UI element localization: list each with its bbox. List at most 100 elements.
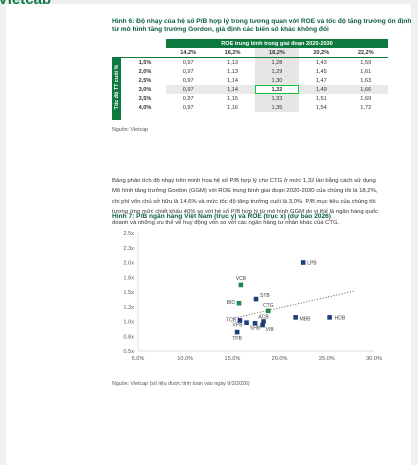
x-tick-label: 15.0% [224,356,240,362]
roe-column-header: 20,2% [299,48,344,58]
data-label-ctg: CTG [263,303,274,309]
x-tick-label: 20.0% [272,356,288,362]
data-label-vcb: VCB [236,276,247,282]
data-point-mbb [293,315,298,320]
figure6-title-line1: Hình 6: Độ nhạy của hệ số P/B hợp lý tro… [112,18,412,25]
data-label-hdb: HDB [335,315,346,321]
data-point-tpb [234,329,240,335]
pb-value-cell: 0,97 [166,85,211,94]
table-row: 3,5% 0,97 1,15 1,33 1,51 1,69 [112,94,388,103]
pb-value-cell: 1,13 [227,59,238,66]
pb-value-cell: 1,16 [227,104,238,111]
data-label-tpb: TPB [232,336,242,342]
data-label-bid: BID [227,300,236,306]
pb-value-cell: 1,29 [254,67,300,76]
pb-value-cell: 1,28 [254,57,300,67]
pb-value-cell: 1,51 [315,95,327,102]
pb-value-cell: 1,30 [254,76,300,85]
table-row: 1,5% 0,97 1,13 1,28 1,43 1,59 [112,57,388,67]
data-point-vcb [238,282,244,288]
table-row: 2,0% 0,97 1,13 1,29 1,45 1,61 [112,67,388,76]
paragraph-line: Bảng phân tích độ nhạy trên minh họa hệ … [112,178,376,184]
pb-value-cell: 1,47 [315,77,327,84]
sensitivity-table: ROE trung bình trong giai đoạn 2020-2030… [112,39,388,112]
row-axis-label-bar: Tốc độ TT cuối % [112,57,121,120]
pb-value-cell: 0,97 [182,77,194,84]
pb-value-cell: 1,66 [343,85,388,94]
pb-value-cell: 0,97 [182,59,194,66]
roe-column-header: 22,2% [343,48,388,58]
x-tick-label: 10.0% [177,356,193,362]
data-label-vib: VIB [266,327,275,333]
y-tick-label: 0.5x [123,349,134,355]
pb-value-cell: 0,97 [182,68,194,75]
pb-value-cell: 1,15 [227,95,238,102]
x-tick-label: 30.0% [366,356,382,362]
figure6-source: Nguồn: Vietcap [112,127,149,133]
paragraph-line: doanh và những ưu thế về huy động vốn so… [112,219,340,226]
pb-value-cell: 1,61 [360,68,372,75]
data-label-stb: STB [260,293,270,299]
y-tick-label: 0.8x [123,334,134,340]
growth-rate-label: 1,5% [138,59,152,66]
data-label-vpb: VPB [233,323,244,329]
data-point-vib [260,322,265,328]
data-point-ctg [265,308,271,314]
x-tick-label: 5.0% [132,356,145,362]
roe-header: ROE trung bình trong giai đoạn 2020-2030 [166,39,388,48]
y-tick-label: 2.0x [123,261,134,267]
row-axis-label: Tốc độ TT cuối % [114,64,120,110]
table-row: 3,0% 0,97 1,14 1,32 1,49 1,66 [112,85,388,94]
pb-value-cell: 1,14 [227,77,238,84]
figure7-title: Hình 7: P/B ngân hàng Việt Nam (trục y) … [112,213,331,220]
roe-column-header: 16,2% [210,48,255,58]
data-point-lpb [300,260,306,265]
pb-value-cell: 0,97 [182,95,194,102]
pb-value-cell: 1,43 [315,59,327,66]
body-paragraph: Bảng phân tích độ nhạy trên minh họa hệ … [112,176,400,228]
pb-value-cell: 1,54 [315,104,327,111]
data-point-hdb [327,315,332,320]
pb-value-cell: 1,49 [299,85,344,94]
data-label-lpb: LPB [307,261,317,267]
pb-value-cell: 1,72 [360,104,372,111]
pb-value-cell: 1,63 [360,77,372,84]
data-point-tcb [237,318,243,323]
table-row: 4,0% 0,97 1,16 1,35 1,54 1,72 [112,103,388,112]
pb-value-cell: 0,97 [182,104,194,111]
growth-rate-label: 4,0% [138,104,152,111]
pb-value-cell: 1,14 [210,85,255,94]
table-row: 2,5% 0,97 1,14 1,30 1,47 1,63 [112,76,388,85]
y-tick-label: 2.5x [123,231,134,237]
paragraph-line: tương ứng mức chiết khấu 40% so với hệ s… [112,209,379,216]
y-tick-label: 2.3x [123,246,134,252]
data-label-mbb: MBB [300,316,312,322]
pb-value-cell: 1,69 [360,95,372,102]
y-tick-label: 1.5x [123,290,134,296]
pb-value-cell: 1,35 [254,103,300,112]
document-page [6,4,411,465]
y-tick-label: 1.0x [123,320,134,326]
figure7-source: Nguồn: Vietcap (số liệu được tính toán v… [112,381,250,387]
pb-value-cell: 1,59 [360,59,372,66]
growth-rate-label: 2,5% [138,77,152,84]
data-label-acb: ACB [258,315,269,321]
data-point-vpb [244,320,249,325]
pb-value-cell: 1,33 [254,94,300,103]
roe-column-header: 14,2% [166,48,211,58]
growth-rate-label: 3,0% [112,85,166,94]
highlighted-pb-cell: 1,32 [254,85,300,94]
x-tick-label: 25.0% [319,356,335,362]
pb-value-cell: 1,13 [227,68,238,75]
data-label-tcb: TCB [226,317,237,323]
data-point-acb [261,319,266,324]
paragraph-line: Mô hình tăng trưởng Gordon (GGM) với ROE… [112,188,378,195]
y-tick-label: 1.8x [123,275,134,281]
growth-rate-label: 3,5% [138,95,152,102]
roe-column-header: 18,2% [254,48,300,58]
pb-roe-scatter-chart: 2.5x 2.3x 2.0x 1.8x 1.5x 1.3x 1.0x 0.8x 0.5x5.0%… [123,231,382,362]
data-point-stb [253,296,259,302]
y-tick-label: 1.3x [123,305,134,311]
pb-value-cell: 1,45 [315,68,327,75]
data-label-shb: SHB [250,325,261,331]
